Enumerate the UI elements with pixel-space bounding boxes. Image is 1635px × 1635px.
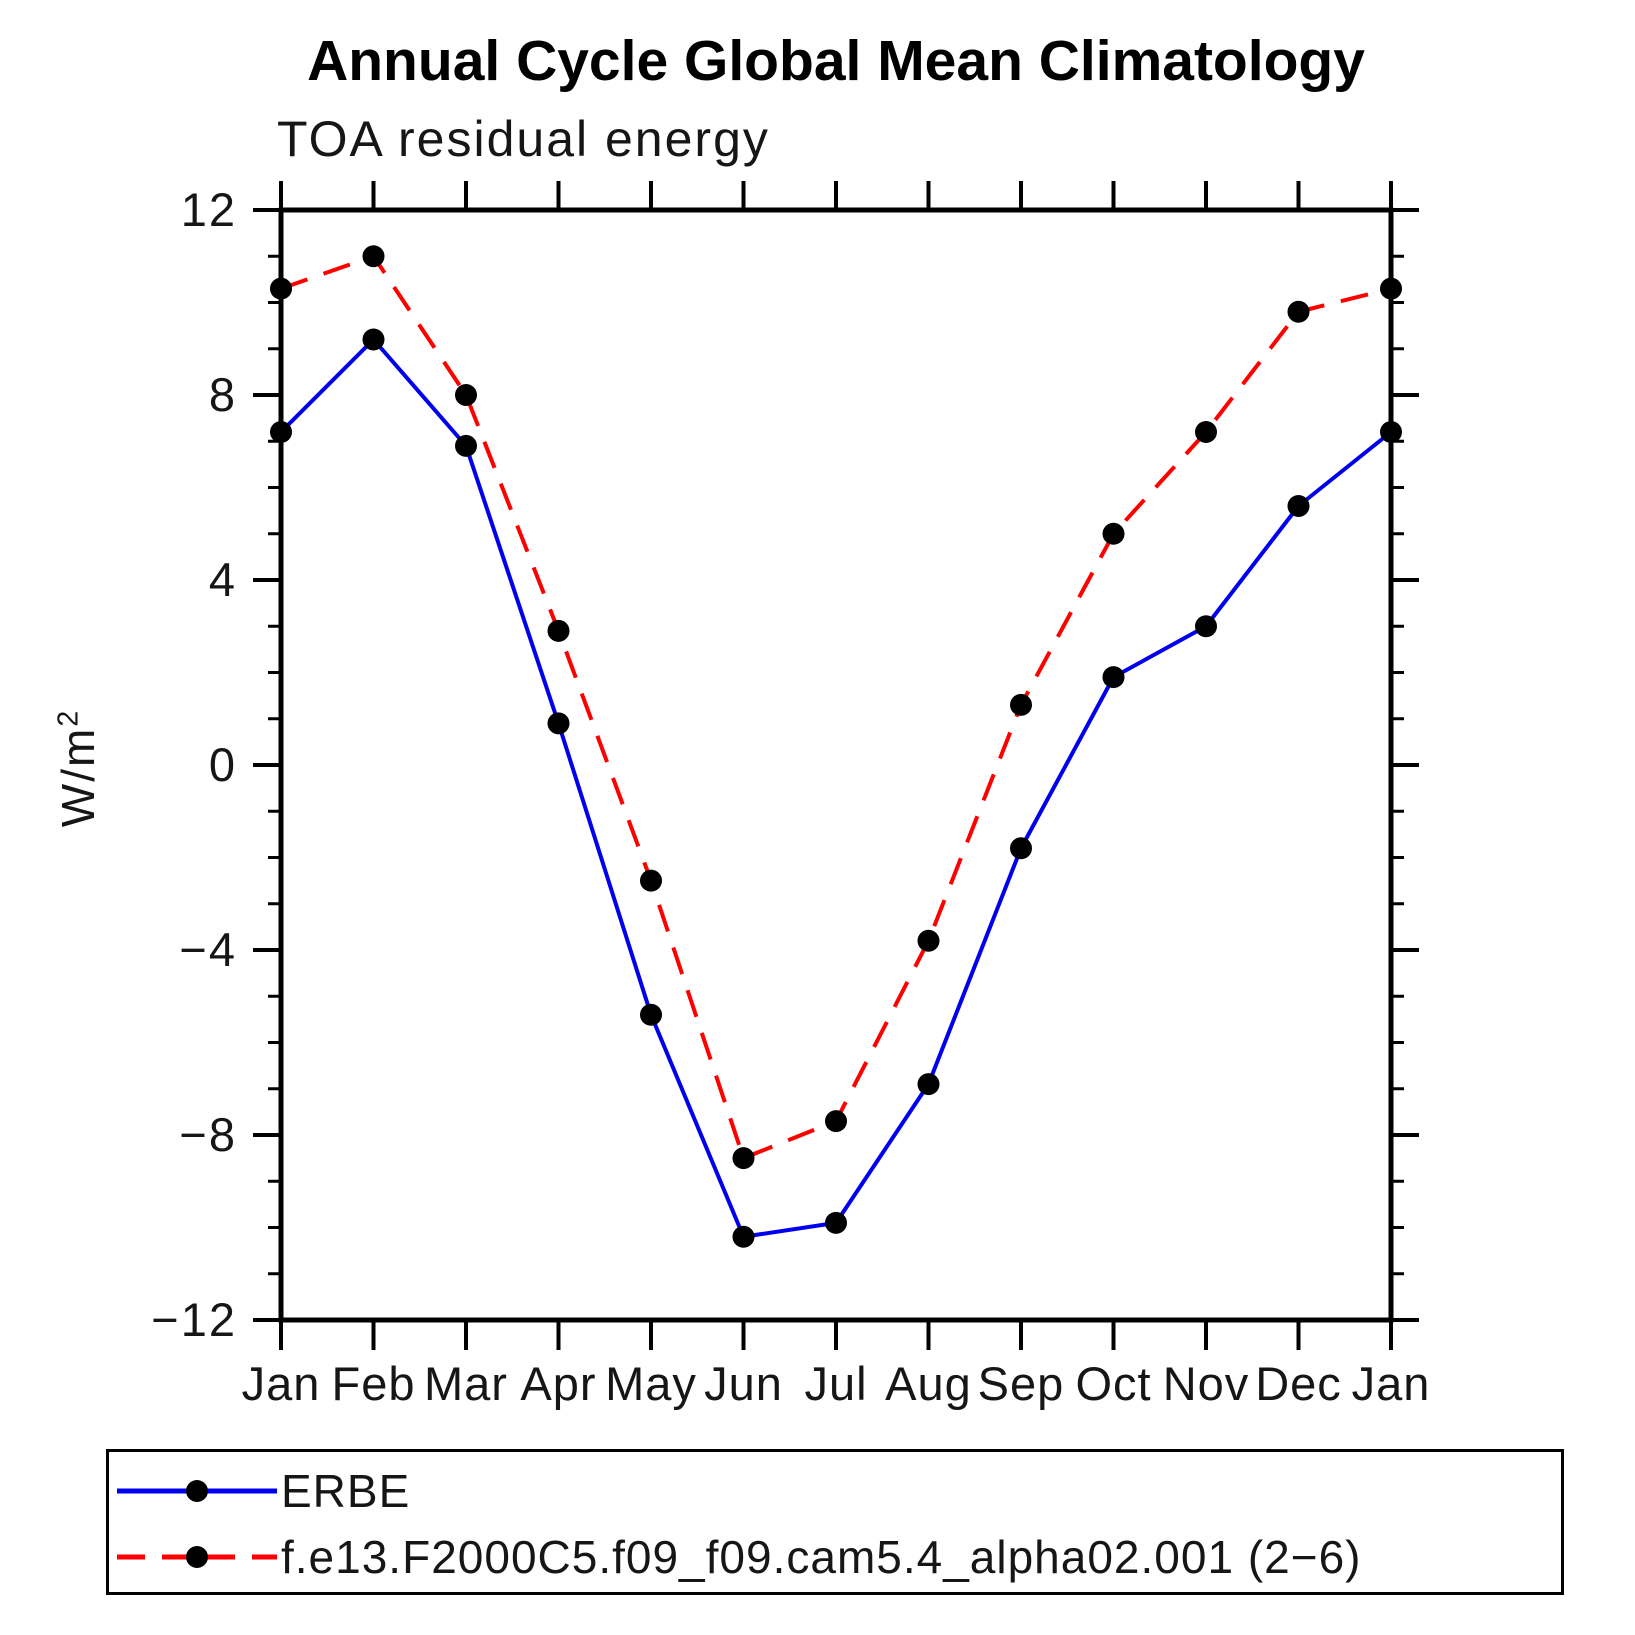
data-point-marker — [362, 328, 385, 351]
x-tick-label: Feb — [332, 1357, 416, 1410]
x-tick-label: Sep — [978, 1357, 1065, 1410]
y-tick-label: 4 — [209, 553, 237, 606]
x-tick-label: Nov — [1163, 1357, 1250, 1410]
data-point-marker — [455, 434, 477, 457]
data-point-marker — [270, 277, 292, 300]
series-line — [280, 254, 1392, 1161]
x-tick-label: Jan — [242, 1357, 321, 1410]
y-tick-label: −4 — [179, 923, 237, 976]
legend-marker-dot — [186, 1480, 208, 1502]
data-point-marker — [640, 869, 662, 892]
data-point-marker — [1287, 495, 1310, 517]
legend-marker — [117, 1480, 277, 1502]
data-point-marker — [825, 1110, 847, 1133]
data-point-marker — [455, 384, 477, 406]
x-tick-label: Jun — [704, 1357, 783, 1410]
series-line — [279, 337, 1393, 1239]
x-tick-label: Mar — [424, 1357, 508, 1410]
data-point-marker — [270, 421, 292, 443]
data-point-marker — [1102, 522, 1125, 545]
x-tick-label: Aug — [885, 1357, 972, 1410]
y-tick-label: 8 — [209, 368, 237, 421]
data-point-marker — [732, 1147, 755, 1170]
legend-marker-dot — [186, 1546, 208, 1568]
legend-marker — [117, 1546, 277, 1568]
data-point-marker — [917, 929, 940, 952]
data-point-marker — [1102, 666, 1125, 689]
y-tick-label: −12 — [151, 1293, 237, 1346]
data-point-marker — [732, 1225, 755, 1248]
chart-title: Annual Cycle Global Mean Climatology — [307, 29, 1365, 93]
data-point-marker — [1195, 615, 1217, 638]
legend-entry: f.e13.F2000C5.f09_f09.cam5.4_alpha02.001… — [113, 1531, 1362, 1583]
data-point-marker — [1195, 421, 1217, 443]
data-point-marker — [1380, 277, 1402, 300]
data-point-marker — [547, 619, 570, 642]
data-point-marker — [362, 245, 385, 268]
legend-label: ERBE — [281, 1465, 411, 1517]
x-tick-label: Jul — [804, 1357, 867, 1410]
x-tick-label: Jan — [1352, 1357, 1431, 1410]
data-point-marker — [547, 712, 570, 735]
y-tick-label: −8 — [179, 1108, 237, 1161]
legend: ERBE f.e13.F2000C5.f09_f09.cam5.4_alpha0… — [106, 1449, 1564, 1595]
y-tick-label: 0 — [209, 738, 237, 791]
plot-border — [278, 207, 1394, 1323]
x-tick-label: Dec — [1255, 1357, 1342, 1410]
x-tick-label: May — [605, 1357, 697, 1410]
data-point-marker — [1287, 300, 1310, 323]
x-tick-label: Oct — [1075, 1357, 1151, 1410]
data-point-marker — [917, 1073, 940, 1096]
data-point-marker — [1010, 837, 1032, 860]
y-tick-label: 12 — [181, 183, 237, 236]
data-point-marker — [1380, 421, 1402, 443]
data-point-marker — [1010, 693, 1032, 716]
legend-label: f.e13.F2000C5.f09_f09.cam5.4_alpha02.001… — [281, 1531, 1362, 1583]
chart-subtitle: TOA residual energy — [277, 111, 770, 167]
data-point-marker — [825, 1211, 847, 1234]
data-point-marker — [640, 1003, 662, 1026]
x-tick-label: Apr — [520, 1357, 596, 1410]
legend-entry: ERBE — [113, 1465, 411, 1517]
